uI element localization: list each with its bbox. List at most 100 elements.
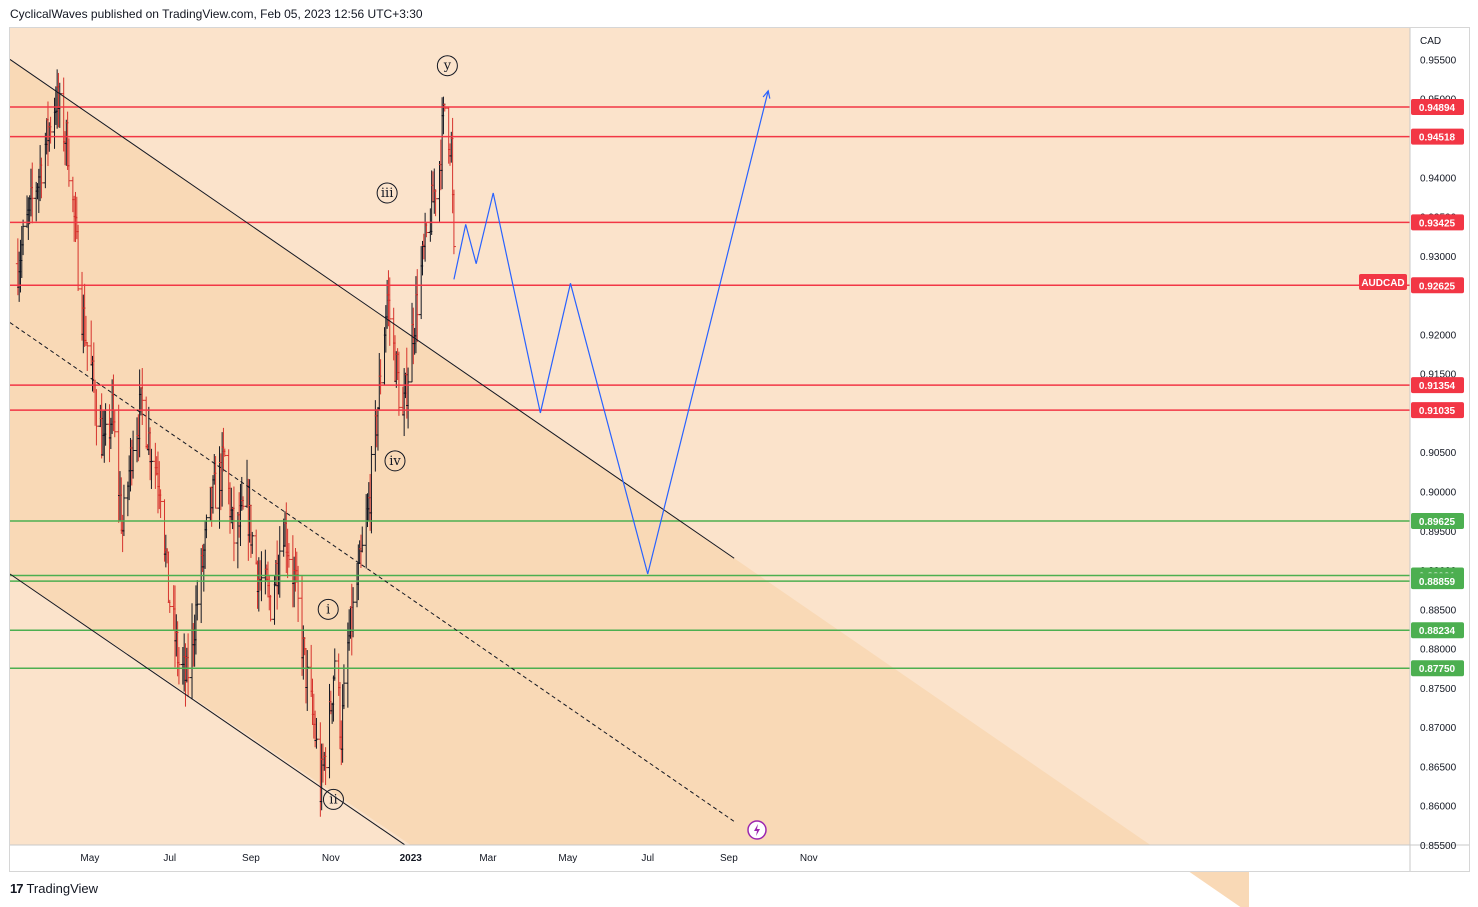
ohlc-bar bbox=[442, 103, 447, 112]
wave-label-circle bbox=[384, 450, 406, 472]
publisher-caption: CyclicalWaves published on TradingView.c… bbox=[10, 7, 423, 21]
ohlc-bar bbox=[121, 484, 126, 537]
wave-label-circle bbox=[376, 182, 398, 204]
level-badge bbox=[1411, 573, 1464, 590]
lightning-icon bbox=[754, 824, 760, 836]
time-tick-label: May bbox=[558, 853, 577, 864]
time-tick-label: Sep bbox=[242, 853, 260, 864]
symbol-badge-label: AUDCAD bbox=[1361, 278, 1404, 289]
level-badge bbox=[1411, 99, 1464, 116]
price-tick-label: 0.95500 bbox=[1420, 55, 1457, 66]
chart-frame bbox=[9, 27, 1470, 872]
level-badge-label: 0.92625 bbox=[1419, 281, 1456, 292]
ohlc-bar bbox=[85, 342, 90, 371]
price-tick-label: 0.90000 bbox=[1420, 487, 1457, 498]
currency-label: CAD bbox=[1420, 36, 1441, 47]
ohlc-bar bbox=[195, 580, 200, 621]
level-badge-label: 0.89625 bbox=[1419, 517, 1456, 528]
level-badge bbox=[1411, 377, 1464, 394]
ohlc-bar bbox=[149, 448, 154, 489]
price-tick-label: 0.89500 bbox=[1420, 527, 1457, 538]
price-tick-label: 0.85500 bbox=[1420, 841, 1457, 852]
ohlc-bar bbox=[323, 747, 328, 786]
price-tick-label: 0.94000 bbox=[1420, 173, 1457, 184]
price-tick-label: 0.88000 bbox=[1420, 645, 1457, 656]
level-badge bbox=[1411, 277, 1464, 294]
ohlc-bar bbox=[250, 531, 255, 554]
level-badge bbox=[1411, 660, 1464, 677]
time-tick-label: Jul bbox=[163, 853, 176, 864]
ohlc-bar bbox=[424, 222, 429, 238]
level-badge-label: 0.87750 bbox=[1419, 664, 1456, 675]
level-badge bbox=[1411, 214, 1464, 231]
price-tick-label: 0.86000 bbox=[1420, 802, 1457, 813]
time-tick-label: 2023 bbox=[400, 853, 423, 864]
projection-arrowhead-icon bbox=[762, 89, 771, 99]
price-tick-label: 0.88500 bbox=[1420, 605, 1457, 616]
price-tick-label: 0.87500 bbox=[1420, 684, 1457, 695]
ohlc-bar bbox=[186, 633, 191, 698]
ohlc-bar bbox=[21, 219, 26, 256]
channel-fill bbox=[10, 59, 1249, 907]
wave-label: iii bbox=[381, 186, 393, 201]
level-badge-label: 0.88859 bbox=[1419, 577, 1456, 588]
level-badge-label: 0.88234 bbox=[1419, 626, 1456, 637]
ohlc-bar bbox=[241, 496, 246, 510]
level-badge-label: 0.93425 bbox=[1419, 218, 1456, 229]
ohlc-bar bbox=[332, 648, 337, 681]
ohlc-bar bbox=[314, 717, 319, 749]
ohlc-bar bbox=[176, 647, 181, 685]
projection-path bbox=[453, 90, 769, 575]
ohlc-bar bbox=[406, 367, 411, 429]
ohlc-bar bbox=[387, 277, 392, 346]
ohlc-bar bbox=[112, 410, 117, 438]
wave-label-circle bbox=[317, 598, 339, 620]
level-badge-label: 0.94894 bbox=[1419, 103, 1456, 114]
tradingview-brand: TradingView bbox=[26, 881, 99, 896]
ohlc-bar bbox=[268, 594, 273, 622]
wave-label: i bbox=[326, 602, 330, 617]
channel-line bbox=[9, 59, 735, 559]
price-tick-label: 0.90500 bbox=[1420, 448, 1457, 459]
level-badge-label: 0.94518 bbox=[1419, 133, 1456, 144]
time-tick-label: Nov bbox=[322, 853, 340, 864]
time-tick-label: Sep bbox=[720, 853, 738, 864]
ohlc-bar bbox=[222, 448, 227, 457]
price-tick-label: 0.92000 bbox=[1420, 330, 1457, 341]
symbol-badge bbox=[1359, 274, 1407, 290]
time-tick-label: Jul bbox=[641, 853, 654, 864]
ohlc-bar bbox=[305, 650, 310, 711]
level-badge bbox=[1411, 402, 1464, 419]
ohlc-bar bbox=[231, 486, 236, 562]
level-badge bbox=[1411, 128, 1464, 145]
wave-label-circle bbox=[322, 788, 344, 810]
ohlc-bar bbox=[433, 189, 438, 217]
time-tick-label: Nov bbox=[800, 853, 818, 864]
price-axis-bg bbox=[1410, 28, 1470, 845]
ohlc-bar bbox=[360, 526, 365, 553]
wave-label: ii bbox=[329, 792, 337, 807]
time-tick-label: May bbox=[80, 853, 99, 864]
price-tick-label: 0.93000 bbox=[1420, 252, 1457, 263]
price-tick-label: 0.91500 bbox=[1420, 370, 1457, 381]
ohlc-bar bbox=[259, 551, 264, 602]
price-tick-label: 0.86500 bbox=[1420, 762, 1457, 773]
ohlc-bar bbox=[76, 224, 81, 291]
ohlc-bar bbox=[39, 157, 44, 199]
ohlc-bar bbox=[204, 514, 209, 539]
tradingview-footer: 17 TradingView bbox=[10, 881, 98, 896]
price-tick-label: 0.87000 bbox=[1420, 723, 1457, 734]
wave-label: y bbox=[443, 59, 452, 74]
time-axis-bg bbox=[10, 845, 1470, 872]
ohlc-bar bbox=[286, 543, 291, 568]
ohlc-bar bbox=[341, 664, 346, 710]
ohlc-bar bbox=[131, 430, 136, 479]
ohlc-bar bbox=[213, 456, 218, 509]
level-badge bbox=[1411, 512, 1464, 529]
ohlc-bar bbox=[378, 359, 383, 395]
level-badge-label: 0.91354 bbox=[1419, 381, 1456, 392]
tradingview-logo-icon: 17 bbox=[10, 881, 24, 896]
ohlc-bar bbox=[415, 269, 420, 343]
ohlc-bar bbox=[369, 445, 374, 534]
